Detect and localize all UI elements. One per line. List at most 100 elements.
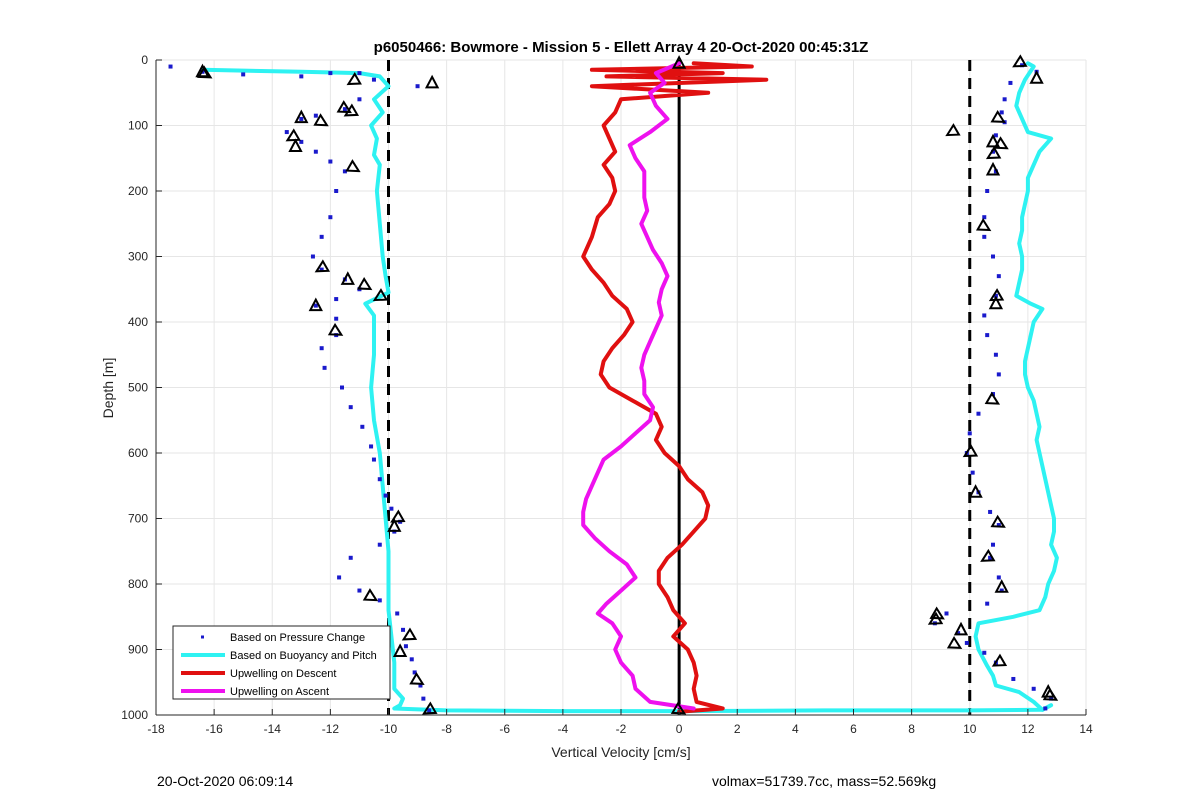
data-point — [322, 365, 327, 370]
legend-label: Upwelling on Descent — [230, 668, 336, 680]
triangle-marker — [985, 146, 1002, 160]
data-point — [991, 542, 995, 547]
x-tick-label: 14 — [1079, 722, 1093, 736]
data-point — [360, 424, 365, 429]
x-tick-label: 12 — [1021, 722, 1035, 736]
triangle-marker — [362, 588, 379, 602]
data-point — [988, 555, 993, 560]
triangle-marker — [422, 701, 438, 715]
triangle-marker — [424, 74, 440, 89]
series-4 — [195, 54, 1059, 715]
triangle-marker — [1029, 70, 1044, 84]
data-point — [395, 611, 400, 616]
data-point — [993, 352, 998, 357]
y-tick-label: 0 — [141, 53, 148, 67]
data-point — [357, 588, 362, 593]
data-point — [1043, 706, 1048, 711]
y-tick-label: 800 — [128, 577, 148, 591]
triangle-marker — [294, 109, 309, 124]
data-point — [299, 139, 304, 144]
data-point — [313, 149, 318, 154]
legend-label: Upwelling on Ascent — [230, 686, 329, 698]
data-point — [1002, 97, 1007, 102]
series-2 — [581, 61, 769, 714]
legend-box — [172, 625, 391, 700]
chart-title: p6050466: Bowmore - Mission 5 - Ellett A… — [374, 39, 869, 56]
data-point — [982, 234, 987, 239]
data-point — [168, 64, 173, 69]
triangle-marker — [968, 484, 983, 498]
data-point — [1008, 80, 1013, 85]
triangle-marker — [962, 444, 979, 458]
triangle-marker — [671, 55, 687, 69]
triangle-marker — [327, 322, 344, 336]
data-point — [982, 313, 987, 318]
legend-swatch — [201, 635, 204, 639]
triangle-marker — [197, 65, 213, 79]
data-point — [369, 444, 374, 449]
triangle-marker — [980, 548, 996, 562]
data-point — [982, 650, 987, 655]
triangle-marker — [975, 218, 992, 232]
triangle-marker — [340, 271, 355, 285]
data-point — [985, 333, 990, 338]
data-point — [976, 411, 981, 416]
triangle-marker — [990, 109, 1006, 123]
data-point — [991, 149, 995, 154]
x-tick-label: 4 — [792, 722, 799, 736]
triangle-marker — [392, 643, 408, 657]
data-point — [319, 234, 324, 239]
x-tick-label: -6 — [499, 722, 510, 736]
data-point — [944, 611, 949, 616]
y-tick-label: 1000 — [121, 708, 148, 722]
data-point — [319, 267, 324, 272]
y-tick-label: 400 — [128, 315, 148, 329]
data-series — [168, 54, 1059, 715]
data-point — [299, 116, 304, 121]
triangle-marker — [929, 606, 945, 620]
data-point — [401, 627, 406, 632]
data-point — [319, 346, 324, 351]
data-point — [956, 631, 961, 636]
triangle-marker — [387, 518, 402, 532]
data-point — [348, 555, 353, 560]
footer-timestamp: 20-Oct-2020 06:09:14 — [157, 773, 294, 789]
data-point — [357, 97, 362, 102]
triangle-marker — [336, 100, 352, 114]
triangle-marker — [946, 635, 963, 649]
data-point — [377, 477, 382, 482]
data-point — [988, 509, 993, 514]
triangle-marker — [314, 259, 331, 273]
x-tick-label: -14 — [264, 722, 282, 736]
data-point — [999, 588, 1004, 593]
data-point — [970, 470, 975, 475]
data-point — [1031, 686, 1036, 691]
data-point — [348, 405, 353, 410]
y-tick-label: 100 — [128, 119, 148, 133]
data-point — [1011, 676, 1016, 681]
data-point — [409, 657, 414, 662]
y-tick-label: 200 — [128, 184, 148, 198]
x-axis-label: Vertical Velocity [cm/s] — [551, 744, 690, 760]
axes: -18 -16 -14 -12 -10 -8 -6 -4 -2 0 2 4 6 8 10 12 14 0 100 20… — [121, 53, 1093, 736]
triangle-marker — [927, 611, 944, 625]
data-point — [310, 254, 315, 259]
data-point — [996, 575, 1001, 580]
data-point — [996, 523, 1001, 528]
data-point — [403, 644, 408, 649]
x-tick-label: -16 — [205, 722, 223, 736]
data-point — [377, 542, 382, 547]
data-point — [418, 683, 423, 688]
y-axis-label: Depth [m] — [100, 358, 116, 419]
triangle-marker — [985, 133, 1001, 148]
triangle-marker — [945, 123, 961, 137]
triangle-marker — [993, 136, 1009, 150]
data-point — [313, 113, 318, 118]
x-tick-label: -18 — [147, 722, 165, 736]
x-tick-label: -2 — [616, 722, 627, 736]
data-point — [340, 385, 344, 390]
data-point — [313, 303, 318, 308]
x-tick-label: -8 — [441, 722, 452, 736]
y-tick-label: 700 — [128, 512, 148, 526]
